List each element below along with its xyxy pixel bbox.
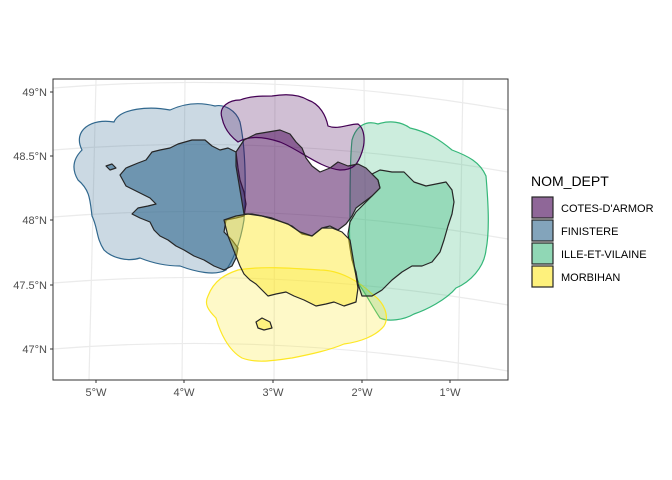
x-tick-label: 1°W <box>440 387 462 399</box>
island-ouessant <box>105 163 117 171</box>
graticule-lat-475n <box>53 276 508 306</box>
x-tick-label: 2°W <box>352 387 374 399</box>
graticule-lon-3w <box>273 79 276 380</box>
legend-key-cotes-darmor <box>531 196 554 219</box>
department-morbihan <box>223 213 359 307</box>
graticule-lon-5w <box>88 79 97 380</box>
legend-label-ille-et-vilaine: ILLE-ET-VILAINE <box>561 249 647 261</box>
x-tick-label: 3°W <box>263 387 285 399</box>
department-finistere <box>119 139 247 271</box>
graticule-lat-47n <box>53 342 508 372</box>
panel-border <box>52 78 509 381</box>
legend: NOM_DEPT COTES-D'ARMOR FINISTERE ILLE-ET… <box>531 173 654 288</box>
graticule-lat-49n <box>53 81 508 111</box>
department-polygons <box>105 129 455 331</box>
y-tick-label: 47.5°N <box>13 280 47 292</box>
legend-title: NOM_DEPT <box>531 173 609 189</box>
graticule-lon-1w <box>457 79 464 380</box>
graticule-lon-2w <box>363 79 368 380</box>
y-axis: 49°N 48.5°N 48°N 47.5°N 47°N <box>13 87 53 356</box>
y-tick-label: 48.5°N <box>13 151 47 163</box>
legend-label-cotes-darmor: COTES-D'ARMOR <box>561 203 654 215</box>
x-tick-label: 5°W <box>86 387 108 399</box>
y-tick-label: 49°N <box>22 87 47 99</box>
legend-key-morbihan <box>531 265 554 288</box>
y-tick-label: 48°N <box>22 215 47 227</box>
legend-key-ille-et-vilaine <box>531 242 554 265</box>
department-ille-et-vilaine <box>347 169 455 297</box>
legend-label-finistere: FINISTERE <box>561 226 618 238</box>
island-belle-ile <box>255 317 273 331</box>
buffer-morbihan <box>205 267 387 362</box>
x-axis: 5°W 4°W 3°W 2°W 1°W <box>86 380 462 399</box>
y-tick-label: 47°N <box>22 344 47 356</box>
map-panel <box>53 79 508 380</box>
x-tick-label: 4°W <box>174 387 196 399</box>
legend-key-finistere <box>531 219 554 242</box>
legend-label-morbihan: MORBIHAN <box>561 272 620 284</box>
